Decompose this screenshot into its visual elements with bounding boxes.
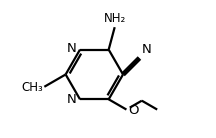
Text: N: N [67, 43, 77, 55]
Text: O: O [128, 104, 138, 117]
Text: CH₃: CH₃ [21, 81, 43, 94]
Text: N: N [67, 93, 77, 107]
Text: NH₂: NH₂ [103, 12, 126, 25]
Text: N: N [142, 43, 152, 56]
